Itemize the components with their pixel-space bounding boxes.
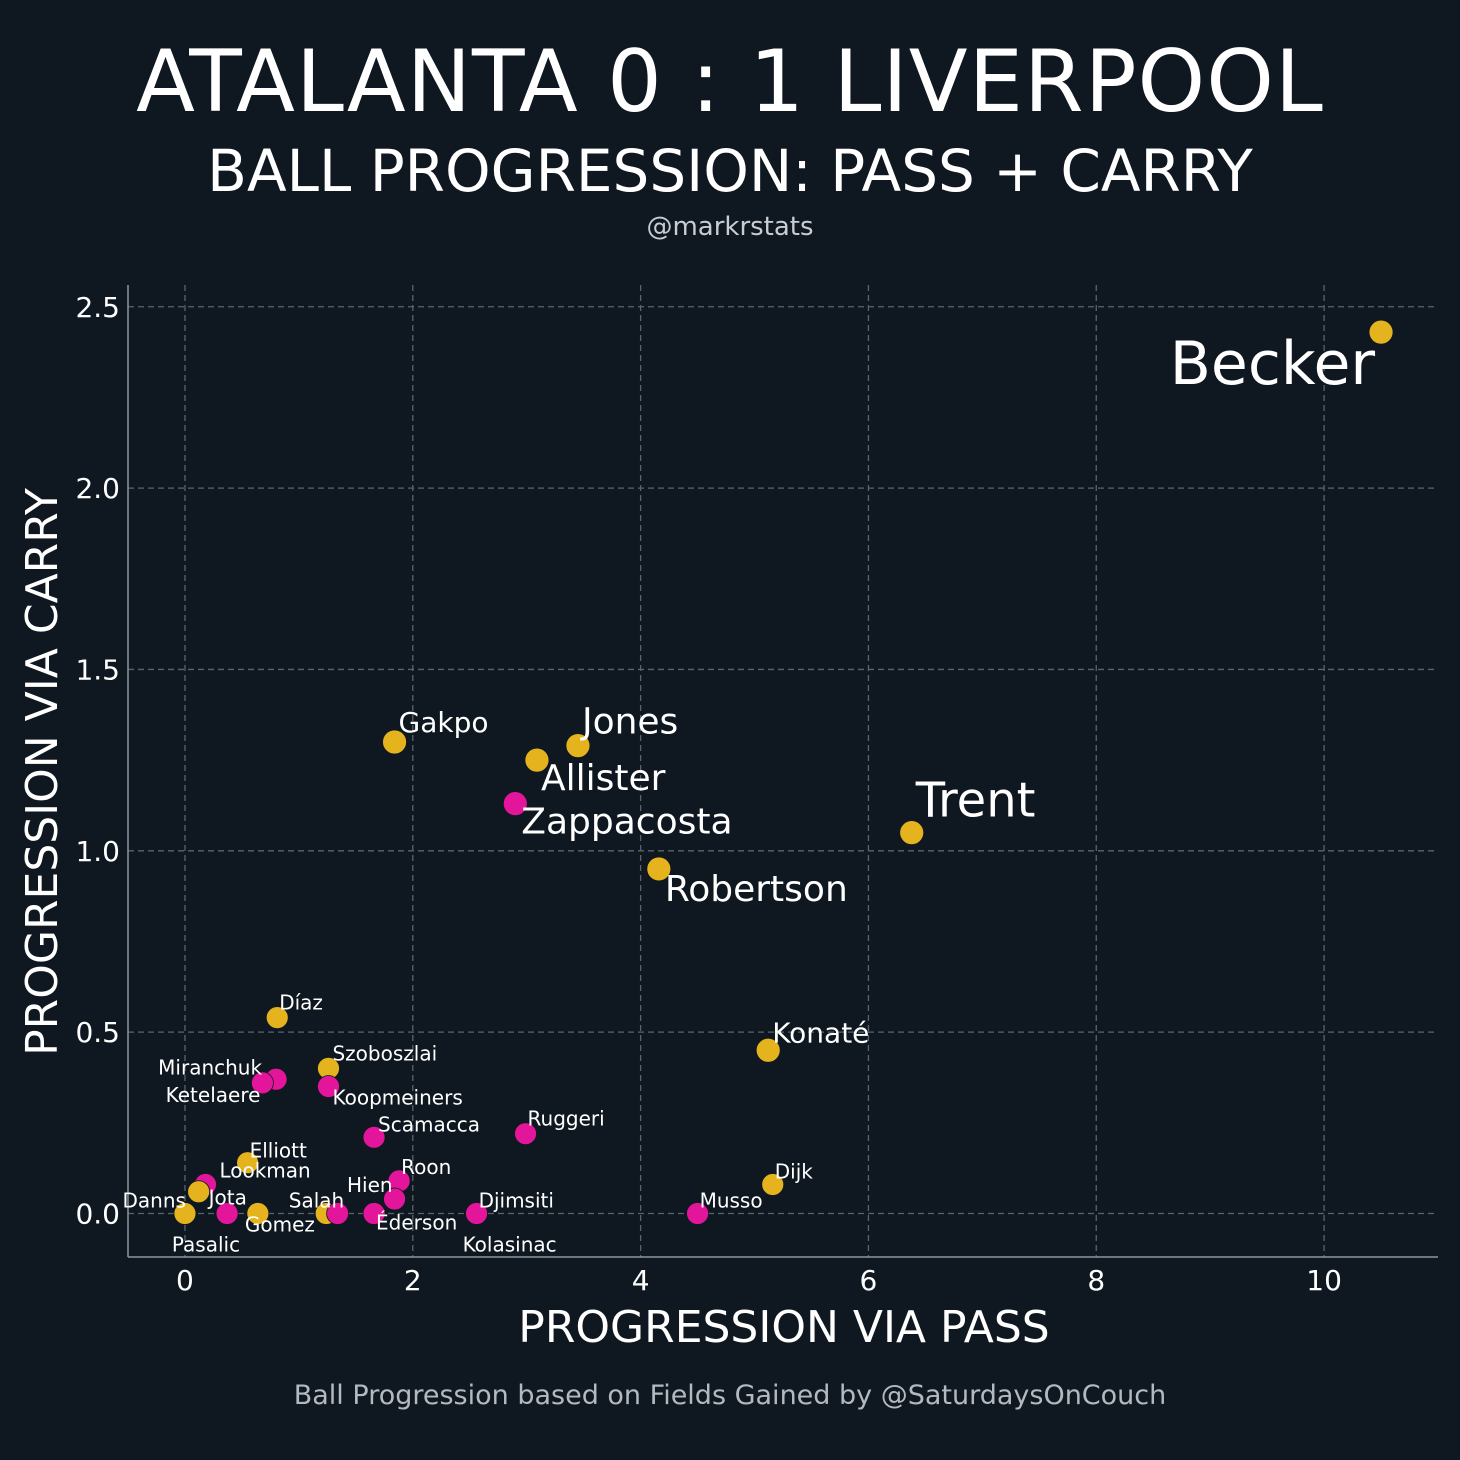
label-allister: Allister: [541, 758, 666, 799]
label-musso: Musso: [700, 1188, 763, 1212]
x-tick-label: 8: [1087, 1264, 1105, 1297]
y-tick-label: 0.5: [75, 1016, 120, 1049]
label-trent: Trent: [915, 773, 1036, 829]
label-roon: Roon: [401, 1155, 451, 1179]
y-tick-label: 2.5: [75, 291, 120, 324]
point-musso: [686, 1202, 709, 1225]
label-dijk: Dijk: [775, 1159, 814, 1183]
point-kolasinac: [465, 1202, 488, 1225]
footer-note: Ball Progression based on Fields Gained …: [293, 1380, 1167, 1411]
x-tick-label: 10: [1306, 1264, 1342, 1297]
point-robertson: [646, 856, 672, 882]
label-gomez: Gomez: [245, 1212, 315, 1236]
point-danns: [173, 1202, 197, 1225]
label-szoboszlai: Szoboszlai: [332, 1041, 437, 1065]
point-hien: [383, 1187, 406, 1211]
label-miranchuk: Miranchuk: [158, 1055, 262, 1079]
label-zappacosta: Zappacosta: [521, 802, 732, 843]
y-tick-label: 1.0: [75, 835, 120, 868]
point-ederson: [362, 1202, 386, 1225]
point-allister: [524, 747, 550, 773]
point-jota: [187, 1180, 211, 1204]
chart-subtitle: BALL PROGRESSION: PASS + CARRY: [207, 137, 1253, 205]
label-pasalic: Pasalic: [172, 1232, 240, 1256]
point-lookman-dup: [326, 1202, 350, 1225]
point-dijk: [761, 1173, 785, 1196]
label-konate: Konaté: [772, 1016, 869, 1049]
point-pasalic: [215, 1202, 239, 1225]
point-jones: [565, 733, 591, 759]
x-axis-label: PROGRESSION VIA PASS: [518, 1302, 1049, 1353]
label-salah: Salah: [289, 1188, 344, 1212]
label-lookman: Lookman: [219, 1158, 310, 1182]
point-gomez: [246, 1202, 270, 1225]
grid-lines: [128, 285, 1438, 1257]
point-scamacca: [362, 1125, 386, 1149]
point-zappacosta: [502, 791, 528, 817]
label-danns: Danns: [123, 1188, 186, 1212]
point-konate: [755, 1037, 781, 1063]
point-ruggeri: [514, 1122, 537, 1146]
x-tick-label: 0: [176, 1264, 194, 1297]
label-becker: Becker: [1170, 329, 1376, 399]
point-koopmeiners: [317, 1075, 340, 1098]
label-gakpo: Gakpo: [399, 706, 489, 739]
label-ederson: Éderson: [376, 1210, 457, 1234]
point-ketelaere: [251, 1071, 274, 1095]
label-jota: Jota: [207, 1186, 247, 1210]
y-tick-label: 1.5: [75, 653, 120, 686]
author-handle: @markrstats: [646, 212, 814, 242]
label-jones: Jones: [580, 702, 678, 743]
label-ketelaere: Ketelaere: [166, 1083, 261, 1107]
label-robertson: Robertson: [665, 869, 848, 910]
x-tick-label: 2: [404, 1264, 422, 1297]
label-hien: Hien: [347, 1173, 393, 1197]
data-points: [173, 319, 1394, 1225]
point-gakpo: [382, 729, 407, 755]
x-tick-label: 6: [860, 1264, 878, 1297]
label-elliott: Elliott: [250, 1139, 307, 1163]
y-tick-label: 2.0: [75, 472, 120, 505]
point-trent: [899, 820, 925, 846]
axes: 0 2 4 6 8 10 0.0 0.5 1.0 1.5 2.0 2.5: [75, 285, 1438, 1297]
y-tick-label: 0.0: [75, 1197, 120, 1230]
point-diaz: [265, 1006, 289, 1030]
label-diaz: Díaz: [279, 991, 323, 1015]
point-elliott: [236, 1151, 260, 1175]
chart-title: ATALANTA 0 : 1 LIVERPOOL: [136, 32, 1324, 132]
x-tick-label: 4: [632, 1264, 650, 1297]
label-ruggeri: Ruggeri: [528, 1107, 605, 1131]
point-becker: [1368, 319, 1394, 345]
label-djimsiti: Djimsiti: [479, 1188, 554, 1212]
label-scamacca: Scamacca: [378, 1112, 480, 1136]
label-koopmeiners: Koopmeiners: [332, 1086, 462, 1110]
y-axis-label: PROGRESSION VIA CARRY: [17, 488, 68, 1056]
label-kolasinac: Kolasinac: [463, 1232, 557, 1256]
